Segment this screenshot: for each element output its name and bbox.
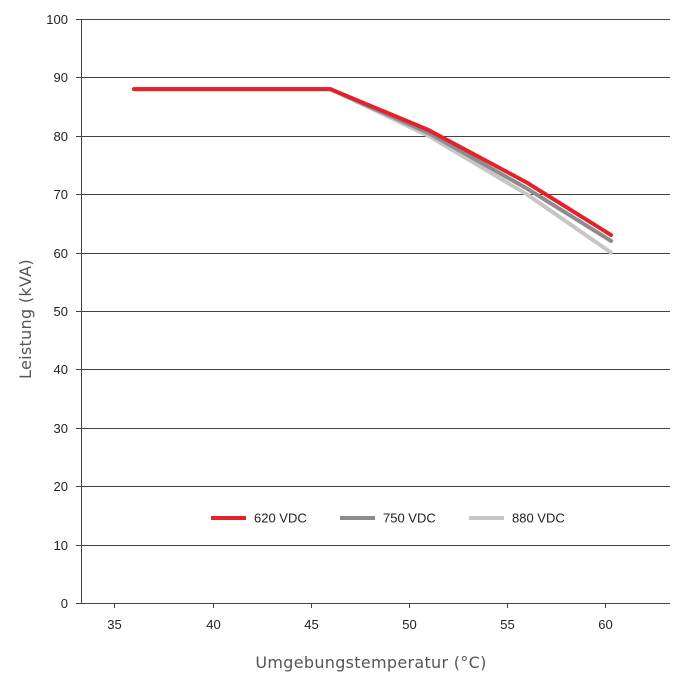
y-tick-label: 10 <box>54 538 68 553</box>
x-tick-label: 40 <box>206 617 220 632</box>
y-tick-label: 20 <box>54 479 68 494</box>
y-tick-label: 100 <box>46 12 68 27</box>
legend-label-2: 880 VDC <box>512 511 565 526</box>
y-tick-label: 80 <box>54 129 68 144</box>
legend-label-1: 750 VDC <box>383 511 436 526</box>
y-tick-label: 30 <box>54 421 68 436</box>
y-axis-title: Leistung (kVA) <box>16 259 35 379</box>
series-line-2 <box>132 87 614 255</box>
series-lines <box>132 87 614 255</box>
series-line-0 <box>132 87 614 238</box>
y-tick-label: 90 <box>54 70 68 85</box>
y-tick-label: 60 <box>54 246 68 261</box>
x-axis-ticks: 35 40 45 50 55 60 <box>107 603 613 632</box>
legend: 620 VDC 750 VDC 880 VDC <box>211 511 565 526</box>
x-axis-title: Umgebungstemperatur (°C) <box>255 653 486 672</box>
y-tick-label: 50 <box>54 304 68 319</box>
x-tick-label: 50 <box>402 617 416 632</box>
y-tick-label: 40 <box>54 362 68 377</box>
y-axis-ticks: 0 10 20 30 40 50 60 70 80 90 100 <box>46 12 81 611</box>
legend-label-0: 620 VDC <box>254 511 307 526</box>
x-tick-label: 60 <box>598 617 612 632</box>
y-tick-label: 0 <box>61 596 68 611</box>
x-tick-label: 35 <box>107 617 121 632</box>
y-tick-label: 70 <box>54 187 68 202</box>
x-tick-label: 45 <box>304 617 318 632</box>
series-line-1 <box>132 87 614 243</box>
x-tick-label: 55 <box>500 617 514 632</box>
gridlines <box>81 19 670 546</box>
